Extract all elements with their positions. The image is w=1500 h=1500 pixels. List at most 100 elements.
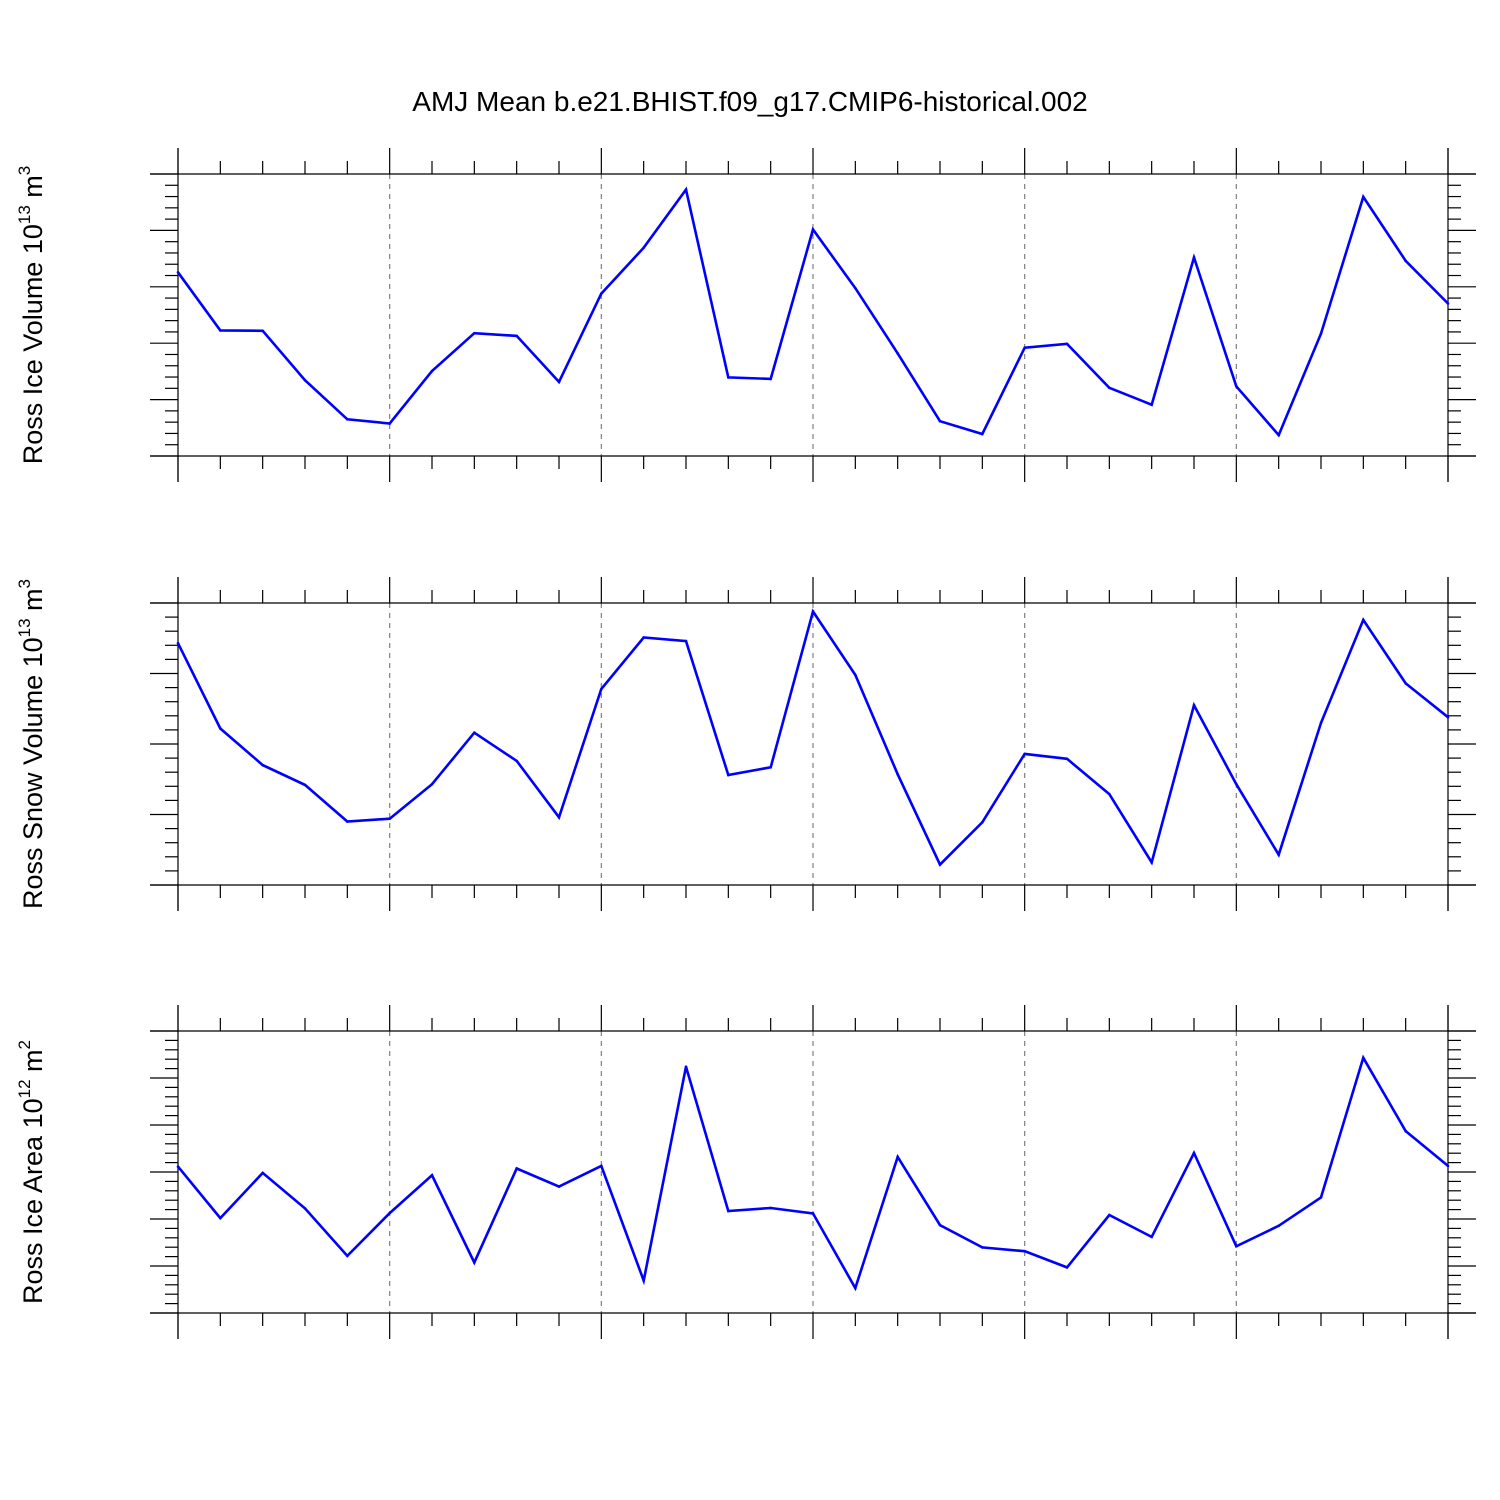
data-point [261, 1171, 264, 1175]
panel-ice-volume: Ross Ice Volume 1013 m3 [15, 148, 1476, 482]
data-point [346, 418, 349, 421]
panel-ice-area: Ross Ice Area 1012 m2 [15, 1005, 1476, 1339]
data-point [176, 1165, 180, 1168]
data-point [557, 380, 561, 384]
data-point [1362, 1056, 1365, 1060]
y-axis-title-ylabel-unit-exp: 3 [15, 579, 34, 588]
data-point [938, 419, 942, 423]
data-point [557, 1185, 561, 1188]
data-point [727, 376, 730, 379]
data-point [642, 246, 645, 249]
data-point [684, 1065, 688, 1069]
data-point [600, 1164, 603, 1168]
data-point [642, 1279, 645, 1282]
data-point [1235, 384, 1238, 388]
data-point [515, 1167, 518, 1170]
data-point [1235, 782, 1238, 786]
y-axis-title-ylabel: Ross Ice Volume 10 [18, 224, 48, 464]
data-point [896, 773, 899, 776]
y-axis-title-ylabel-unit: m [18, 588, 48, 618]
data-point [727, 1209, 730, 1213]
data-point [346, 820, 349, 823]
data-point [303, 378, 307, 382]
data-point [261, 329, 264, 333]
data-point [938, 1223, 942, 1227]
y-axis-title-ylabel: Ross Snow Volume 10 [18, 637, 48, 909]
data-point [1362, 618, 1365, 622]
data-point [896, 1155, 899, 1159]
y-axis-title-ylabel-unit: m [18, 175, 48, 205]
data-point [684, 639, 688, 643]
data-point [1362, 195, 1365, 199]
data-point [219, 329, 222, 332]
data-point [684, 188, 688, 191]
data-point [811, 228, 815, 231]
y-axis-title: Ross Snow Volume 1013 m3 [15, 579, 48, 909]
data-point [1446, 715, 1450, 719]
data-point [1277, 433, 1280, 437]
data-point [176, 641, 180, 645]
data-point [981, 432, 984, 436]
data-point [1319, 721, 1323, 725]
data-point [1065, 1266, 1069, 1269]
data-point [600, 687, 603, 691]
data-point [981, 1246, 984, 1249]
data-point [1404, 1129, 1407, 1133]
y-axis-title-ylabel-exp: 13 [15, 205, 34, 224]
data-point [303, 783, 307, 787]
data-point [811, 1212, 815, 1215]
data-point [219, 1216, 222, 1220]
data-point [1446, 302, 1450, 305]
data-point [1150, 1235, 1153, 1239]
data-point [1446, 1164, 1450, 1168]
data-point [473, 331, 476, 335]
data-point [1404, 682, 1407, 685]
data-point [219, 727, 222, 730]
y-axis-title-ylabel-unit-exp: 2 [15, 1040, 34, 1049]
data-point [1108, 386, 1111, 390]
data-point [1150, 861, 1153, 864]
data-point [727, 773, 730, 777]
data-point [1192, 1151, 1196, 1155]
data-point [854, 1286, 857, 1290]
y-axis-title-ylabel-unit: m [18, 1049, 48, 1079]
data-point [769, 377, 772, 381]
data-point [1404, 259, 1407, 263]
data-point [1023, 346, 1026, 350]
y-axis-title: Ross Ice Volume 1013 m3 [15, 166, 48, 465]
data-point [938, 863, 942, 866]
data-point [1023, 1249, 1026, 1253]
data-point [1108, 792, 1111, 796]
data-point [176, 271, 180, 274]
data-point [1319, 1196, 1323, 1199]
data-point [769, 765, 772, 769]
data-point [1277, 853, 1280, 856]
data-point [346, 1254, 349, 1258]
data-point [388, 422, 391, 425]
data-point [388, 1211, 391, 1215]
data-point [854, 673, 857, 677]
data-point [1108, 1213, 1111, 1217]
data-point [981, 820, 984, 824]
data-point [1235, 1244, 1238, 1248]
data-point [1023, 752, 1026, 756]
panel-snow-volume: Ross Snow Volume 1013 m3 [15, 577, 1476, 911]
data-point [1065, 757, 1069, 761]
data-point [896, 352, 899, 355]
data-point [642, 636, 645, 639]
y-axis-title-ylabel-exp: 12 [15, 1079, 34, 1098]
data-point [430, 1173, 434, 1177]
data-point [515, 759, 518, 763]
data-point [854, 286, 857, 290]
data-point [1192, 256, 1196, 259]
data-point [1065, 342, 1069, 346]
data-point [473, 731, 476, 735]
data-point [303, 1207, 307, 1210]
data-point [1277, 1224, 1280, 1228]
data-point [430, 782, 434, 786]
data-point [430, 369, 434, 373]
chart-title: AMJ Mean b.e21.BHIST.f09_g17.CMIP6-histo… [412, 86, 1087, 117]
data-point [1150, 403, 1153, 406]
y-axis-title-ylabel-exp: 13 [15, 618, 34, 637]
